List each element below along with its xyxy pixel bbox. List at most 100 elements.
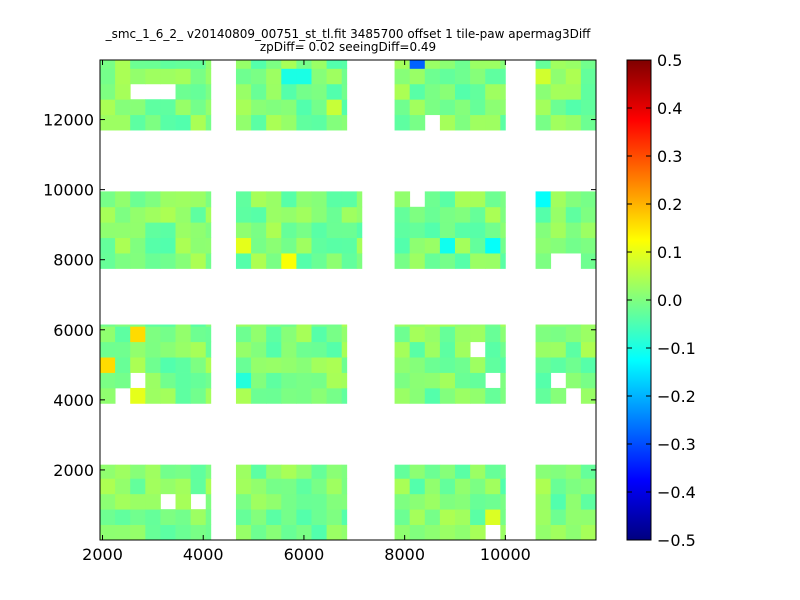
heatmap-cell bbox=[190, 99, 207, 116]
heatmap-cell bbox=[455, 478, 471, 495]
heatmap-cell bbox=[565, 237, 582, 254]
heatmap-cell bbox=[190, 478, 207, 495]
heatmap-cell bbox=[455, 191, 471, 208]
heatmap-cell bbox=[439, 237, 456, 254]
heatmap-cell bbox=[311, 114, 327, 131]
heatmap-cell bbox=[175, 464, 192, 479]
heatmap-cell bbox=[394, 114, 411, 131]
heatmap-cell bbox=[266, 387, 282, 404]
heatmap-cell bbox=[190, 206, 207, 223]
heatmap-cell bbox=[296, 99, 312, 116]
heatmap-cell bbox=[266, 114, 282, 131]
colorbar-tick-label: −0.4 bbox=[657, 483, 696, 502]
colorbar-axis: 0.5 0.4 0.3 0.2 0.1 0.0 −0.1 −0.2 −0.3 −0.4 −0.5 bbox=[627, 51, 696, 550]
heatmap-cell bbox=[470, 326, 486, 343]
heatmap-cell bbox=[175, 191, 192, 208]
heatmap-cell bbox=[281, 83, 297, 100]
x-tick-label: 8000 bbox=[384, 545, 425, 564]
heatmap-cell bbox=[535, 114, 552, 131]
heatmap-cell bbox=[535, 99, 552, 116]
heatmap-cell bbox=[500, 191, 506, 208]
heatmap-cell bbox=[115, 341, 131, 358]
heatmap-cell bbox=[160, 114, 176, 131]
y-tick-label: 12000 bbox=[43, 111, 94, 130]
heatmap-cell bbox=[311, 83, 327, 100]
heatmap-cell bbox=[424, 326, 441, 343]
heatmap-cell bbox=[565, 326, 582, 343]
heatmap-cell bbox=[439, 191, 456, 208]
heatmap-cell bbox=[424, 253, 441, 269]
heatmap-cell bbox=[190, 83, 207, 100]
heatmap-cell bbox=[311, 68, 327, 85]
heatmap-cell bbox=[175, 222, 192, 239]
heatmap-cell bbox=[470, 524, 486, 540]
heatmap-cell bbox=[296, 191, 312, 208]
heatmap-cell bbox=[409, 237, 426, 254]
heatmap-cell bbox=[190, 326, 207, 343]
heatmap-cell bbox=[356, 253, 363, 269]
heatmap-cell bbox=[311, 326, 327, 343]
heatmap-cell bbox=[455, 324, 471, 327]
heatmap-cell bbox=[100, 326, 116, 343]
heatmap-cell bbox=[394, 222, 411, 239]
heatmap-cell bbox=[235, 357, 252, 373]
heatmap-cell bbox=[550, 387, 567, 404]
heatmap-cell bbox=[550, 222, 567, 239]
heatmap-cell bbox=[281, 99, 297, 116]
heatmap-cell bbox=[550, 478, 567, 495]
heatmap-cell bbox=[455, 357, 471, 373]
heatmap-cell bbox=[565, 99, 582, 116]
heatmap-cell bbox=[470, 237, 486, 254]
heatmap-cell bbox=[190, 68, 207, 85]
heatmap-cell bbox=[205, 341, 212, 358]
heatmap-cell bbox=[190, 387, 207, 404]
heatmap-cell bbox=[470, 387, 486, 404]
heatmap-cell bbox=[190, 524, 207, 540]
heatmap-cell bbox=[281, 206, 297, 223]
x-tick-label: 6000 bbox=[284, 545, 325, 564]
heatmap-cell bbox=[500, 464, 506, 479]
heatmap-cell bbox=[424, 83, 441, 100]
heatmap-cell bbox=[205, 478, 212, 495]
heatmap-cell bbox=[485, 509, 501, 525]
heatmap-cell bbox=[281, 387, 297, 404]
heatmap-cell bbox=[251, 478, 267, 495]
heatmap-cell bbox=[550, 326, 567, 343]
heatmap-cell bbox=[311, 493, 327, 510]
heatmap-cell bbox=[550, 357, 567, 373]
heatmap-cell bbox=[565, 341, 582, 358]
heatmap-cell bbox=[251, 99, 267, 116]
heatmap-cell bbox=[455, 524, 471, 540]
heatmap-cell bbox=[175, 524, 192, 540]
heatmap-cell bbox=[470, 372, 486, 389]
heatmap-cell bbox=[266, 509, 282, 525]
heatmap-cell bbox=[439, 206, 456, 223]
heatmap-cell bbox=[470, 464, 486, 479]
heatmap-cell bbox=[424, 222, 441, 239]
heatmap-cell bbox=[535, 68, 552, 85]
heatmap-cell bbox=[296, 324, 312, 327]
heatmap-cell bbox=[550, 341, 567, 358]
heatmap-cell bbox=[455, 326, 471, 343]
heatmap-cell bbox=[251, 493, 267, 510]
heatmap-cell bbox=[565, 464, 582, 479]
heatmap-cell bbox=[266, 222, 282, 239]
heatmap-cell bbox=[550, 99, 567, 116]
heatmap-cell bbox=[341, 83, 348, 100]
heatmap-cell bbox=[160, 478, 176, 495]
heatmap-cell bbox=[145, 99, 161, 116]
heatmap-cell bbox=[424, 478, 441, 495]
heatmap-cell bbox=[160, 253, 176, 269]
heatmap-cell bbox=[500, 253, 506, 269]
heatmap-cell bbox=[235, 509, 252, 525]
heatmap-cell bbox=[535, 83, 552, 100]
heatmap-cell bbox=[235, 464, 252, 479]
heatmap-cell bbox=[130, 222, 146, 239]
heatmap-cell bbox=[145, 237, 161, 254]
heatmap-cell bbox=[296, 464, 312, 479]
heatmap-cell bbox=[580, 99, 596, 116]
heatmap-cell bbox=[580, 114, 596, 131]
heatmap-cell bbox=[424, 464, 441, 479]
heatmap-cell bbox=[235, 341, 252, 358]
heatmap-cell bbox=[409, 60, 426, 69]
